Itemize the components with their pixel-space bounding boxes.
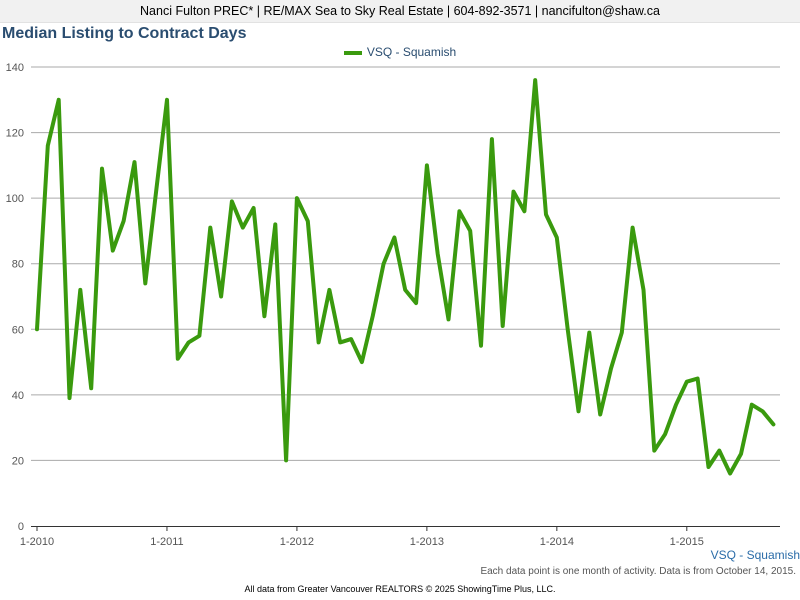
legend-label: VSQ - Squamish: [366, 45, 457, 59]
y-tick-label: 120: [6, 128, 24, 140]
legend-swatch: [343, 50, 362, 55]
source-footer: All data from Greater Vancouver REALTORS…: [244, 584, 556, 594]
chart-legend[interactable]: VSQ - Squamish: [0, 45, 800, 59]
x-tick-label: 1-2011: [150, 536, 183, 548]
y-tick-label: 0: [18, 521, 24, 533]
chart-title: Median Listing to Contract Days: [2, 25, 247, 42]
series-end-label: VSQ - Squamish: [710, 548, 800, 562]
y-tick-label: 80: [12, 259, 24, 271]
activity-note: Each data point is one month of activity…: [480, 566, 796, 577]
series-line-vsq-squamish: [35, 78, 776, 476]
y-tick-label: 20: [12, 455, 24, 467]
y-tick-label: 60: [12, 324, 24, 336]
y-tick-label: 40: [12, 390, 24, 402]
x-tick-label: 1-2014: [540, 536, 574, 548]
x-tick-label: 1-2013: [410, 536, 444, 548]
y-tick-label: 140: [6, 62, 24, 74]
x-tick-label: 1-2015: [670, 536, 704, 548]
y-tick-label: 100: [6, 193, 24, 205]
x-tick-label: 1-2010: [20, 536, 54, 548]
contact-line: Nanci Fulton PREC* | RE/MAX Sea to Sky R…: [140, 4, 660, 18]
x-tick-label: 1-2012: [280, 536, 314, 548]
contact-header: Nanci Fulton PREC* | RE/MAX Sea to Sky R…: [0, 0, 800, 23]
